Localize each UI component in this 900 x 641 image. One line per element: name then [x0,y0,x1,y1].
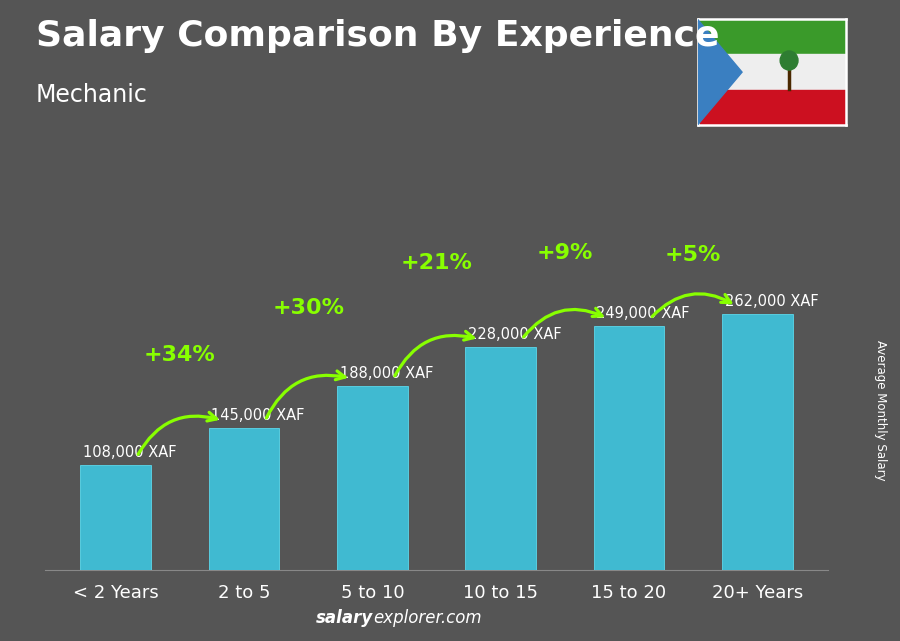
Bar [80,465,151,570]
Text: Mechanic: Mechanic [36,83,148,107]
Text: explorer.com: explorer.com [374,609,482,627]
Text: salary: salary [316,609,374,627]
Bar [337,386,408,570]
Text: +9%: +9% [536,243,593,263]
Text: 249,000 XAF: 249,000 XAF [597,306,689,322]
Bar [698,90,846,125]
Bar [465,347,536,570]
Circle shape [780,51,798,70]
Text: +34%: +34% [144,345,216,365]
Text: Salary Comparison By Experience: Salary Comparison By Experience [36,19,719,53]
Polygon shape [698,19,742,125]
Text: 262,000 XAF: 262,000 XAF [724,294,818,309]
Text: 188,000 XAF: 188,000 XAF [339,366,433,381]
FancyArrowPatch shape [524,308,602,337]
Text: 108,000 XAF: 108,000 XAF [83,445,176,460]
Bar [698,54,846,90]
Bar [722,313,793,570]
Text: 228,000 XAF: 228,000 XAF [468,327,562,342]
Bar [594,326,664,570]
Bar [698,19,846,54]
Bar [209,428,279,570]
FancyArrowPatch shape [652,294,731,317]
Text: +30%: +30% [272,297,344,317]
FancyArrowPatch shape [395,331,473,376]
FancyArrowPatch shape [266,371,345,418]
FancyArrowPatch shape [138,412,217,454]
Text: +21%: +21% [400,253,472,274]
Text: Average Monthly Salary: Average Monthly Salary [874,340,886,481]
Text: 145,000 XAF: 145,000 XAF [212,408,304,424]
Text: +5%: +5% [665,245,722,265]
